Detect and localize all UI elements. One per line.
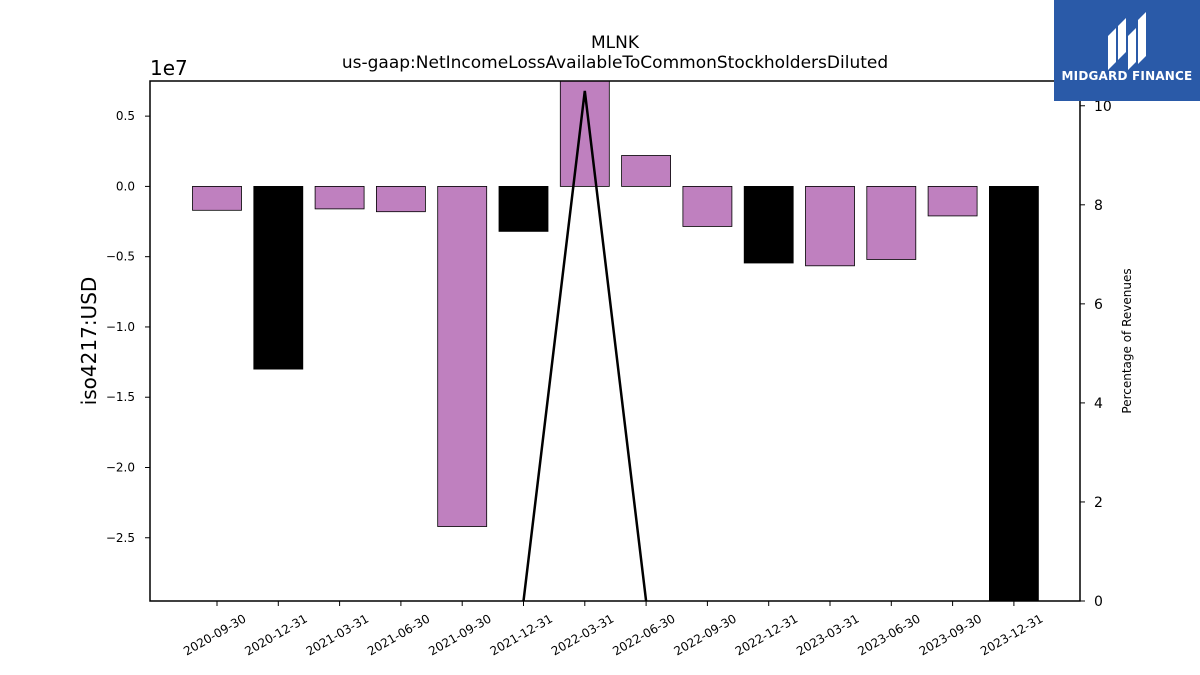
y-tick-label: −0.5 [106, 250, 135, 264]
x-tick-label: 2021-12-31 [488, 611, 555, 658]
bar-2023-09-30 [927, 186, 978, 217]
bar-2021-03-31 [314, 186, 365, 210]
x-tick-label: 2023-03-31 [794, 611, 861, 658]
x-tick-label: 2023-12-31 [978, 611, 1045, 658]
plot-frame [149, 80, 1081, 602]
x-tick-label: 2020-09-30 [181, 611, 248, 658]
x-tick-label: 2021-09-30 [426, 611, 493, 658]
y-tick-label: 0.0 [116, 179, 135, 193]
x-axis-ticks: 2020-09-302020-12-312021-03-312021-06-30… [181, 601, 1045, 658]
bar-2023-03-31 [805, 186, 855, 267]
y2-tick-label: 4 [1094, 396, 1103, 412]
x-tick-label: 2022-03-31 [549, 611, 616, 658]
bar-2021-06-30 [375, 186, 426, 213]
x-tick-label: 2023-06-30 [855, 611, 922, 658]
x-tick-label: 2021-06-30 [365, 611, 432, 658]
y2-tick-label: 6 [1094, 297, 1103, 313]
midgard-finance-logo: MIDGARD FINANCE [1054, 0, 1200, 101]
y-tick-label: −1.5 [106, 390, 135, 404]
y-tick-label: 0.5 [116, 109, 135, 123]
bar-2023-12-31 [989, 186, 1039, 602]
x-tick-label: 2022-09-30 [671, 611, 738, 658]
y2-tick-label: 10 [1094, 99, 1112, 115]
bar-2020-09-30 [192, 186, 242, 211]
line-layer [522, 90, 648, 602]
x-tick-label: 2021-03-31 [304, 611, 371, 658]
y-axis-ticks: 0.5 0.0 −0.5 −1.0 −1.5 −2.0 −2.5 [106, 109, 150, 545]
chart-title: MLNK [591, 33, 640, 53]
y-axis-label: iso4217:USD [77, 277, 101, 406]
y2-axis-ticks: 0 2 4 6 8 10 [1080, 99, 1112, 610]
y2-tick-label: 8 [1094, 198, 1103, 214]
y2-tick-label: 0 [1094, 594, 1103, 610]
x-tick-label: 2023-09-30 [917, 611, 984, 658]
bar-2022-09-30 [682, 186, 733, 227]
bar-2023-06-30 [866, 186, 917, 260]
y2-axis-label: Percentage of Revenues [1120, 268, 1134, 413]
x-tick-label: 2022-12-31 [733, 611, 800, 658]
bar-2021-12-31 [498, 186, 549, 232]
percentage-line [522, 90, 648, 602]
y-tick-label: −2.5 [106, 531, 135, 545]
bar-2021-09-30 [437, 186, 488, 527]
y-offset-label: 1e7 [150, 56, 188, 80]
logo-text: MIDGARD FINANCE [1061, 69, 1193, 83]
chart-subtitle: us-gaap:NetIncomeLossAvailableToCommonSt… [342, 53, 888, 73]
y-tick-label: −2.0 [106, 460, 135, 474]
y-tick-label: −1.0 [106, 320, 135, 334]
bar-2020-12-31 [253, 186, 304, 370]
x-tick-label: 2022-06-30 [610, 611, 677, 658]
x-tick-label: 2020-12-31 [242, 611, 309, 658]
logo-mark-icon [1108, 12, 1146, 70]
y2-tick-label: 2 [1094, 495, 1103, 511]
bar-2022-06-30 [621, 155, 671, 187]
bar-2022-12-31 [743, 186, 794, 264]
